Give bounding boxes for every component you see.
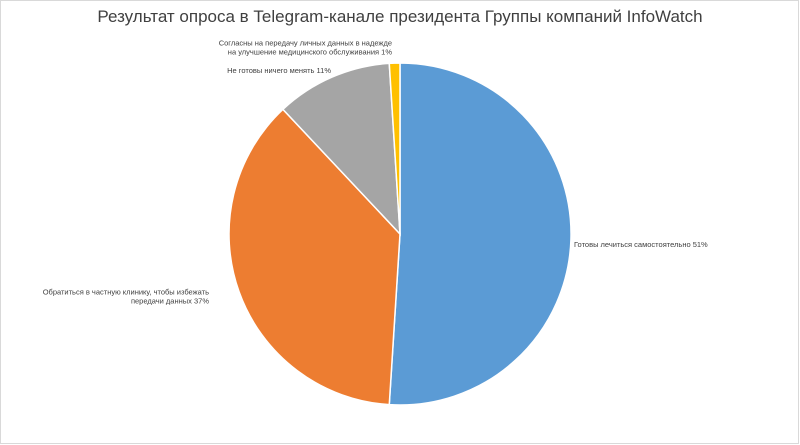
pie-slice-label-4: Согласны на передачу личных данных в над…: [219, 39, 393, 57]
pie-slice-4: [388, 62, 401, 235]
pie-slice-label-line: передачи данных 37%: [131, 297, 209, 306]
pie-slice-label-line: Согласны на передачу личных данных в над…: [219, 39, 392, 48]
pie-slice-label-line: Не готовы ничего менять 11%: [227, 66, 331, 75]
pie-slice-1: [388, 62, 572, 406]
pie-slice-label-3: Не готовы ничего менять 11%: [227, 66, 331, 75]
pie-slice-label-2: Обратиться в частную клинику, чтобы избе…: [43, 288, 210, 306]
pie-slice-label-1: Готовы лечиться самостоятельно 51%: [574, 240, 708, 249]
pie-slice-3: [281, 62, 401, 237]
chart-title: Результат опроса в Telegram-канале прези…: [97, 7, 703, 26]
pie-slice-label-line: Обратиться в частную клинику, чтобы избе…: [43, 288, 209, 297]
pie-slice-label-line: Готовы лечиться самостоятельно 51%: [574, 240, 708, 249]
pie-slice-2: [228, 108, 401, 406]
pie-slice-label-line: на улучшение медицинского обслуживания 1…: [228, 48, 393, 57]
